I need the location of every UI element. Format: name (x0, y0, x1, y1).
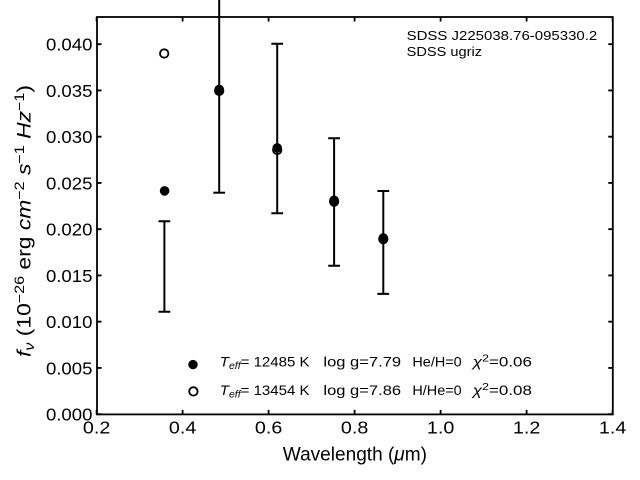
svg-text:0.2: 0.2 (83, 417, 110, 437)
svg-text:1.2: 1.2 (513, 417, 540, 437)
svg-text:He/H=0: He/H=0 (412, 355, 461, 371)
svg-text:Teff= 12485 K: Teff= 12485 K (220, 355, 310, 372)
svg-text:0.040: 0.040 (46, 35, 92, 54)
svg-text:0.020: 0.020 (46, 220, 92, 239)
svg-text:0.4: 0.4 (169, 417, 196, 437)
svg-text:0.015: 0.015 (46, 266, 92, 285)
svg-text:Teff= 13454 K: Teff= 13454 K (220, 383, 310, 400)
svg-text:SDSS J225038.76-095330.2: SDSS J225038.76-095330.2 (407, 28, 598, 43)
svg-text:log g=7.86: log g=7.86 (323, 383, 401, 399)
svg-text:0.6: 0.6 (255, 417, 282, 437)
svg-text:χ2=0.08: χ2=0.08 (471, 382, 532, 399)
svg-text:0.000: 0.000 (46, 405, 92, 424)
svg-text:fν (10−26 erg cm−2 s−1 Hz−1): fν (10−26 erg cm−2 s−1 Hz−1) (13, 85, 38, 357)
svg-text:χ2=0.06: χ2=0.06 (471, 354, 532, 371)
svg-text:0.025: 0.025 (46, 174, 92, 193)
svg-text:1.4: 1.4 (599, 417, 626, 437)
svg-text:SDSS ugriz: SDSS ugriz (407, 43, 482, 58)
svg-text:Wavelength (μm): Wavelength (μm) (283, 444, 427, 465)
svg-text:0.010: 0.010 (46, 313, 92, 332)
svg-text:0.005: 0.005 (46, 359, 92, 378)
svg-text:0.030: 0.030 (46, 128, 92, 147)
svg-text:H/He=0: H/He=0 (412, 383, 461, 399)
svg-text:log g=7.79: log g=7.79 (323, 355, 401, 371)
svg-text:0.8: 0.8 (341, 417, 368, 437)
svg-text:0.035: 0.035 (46, 81, 92, 100)
svg-text:1.0: 1.0 (427, 417, 454, 437)
